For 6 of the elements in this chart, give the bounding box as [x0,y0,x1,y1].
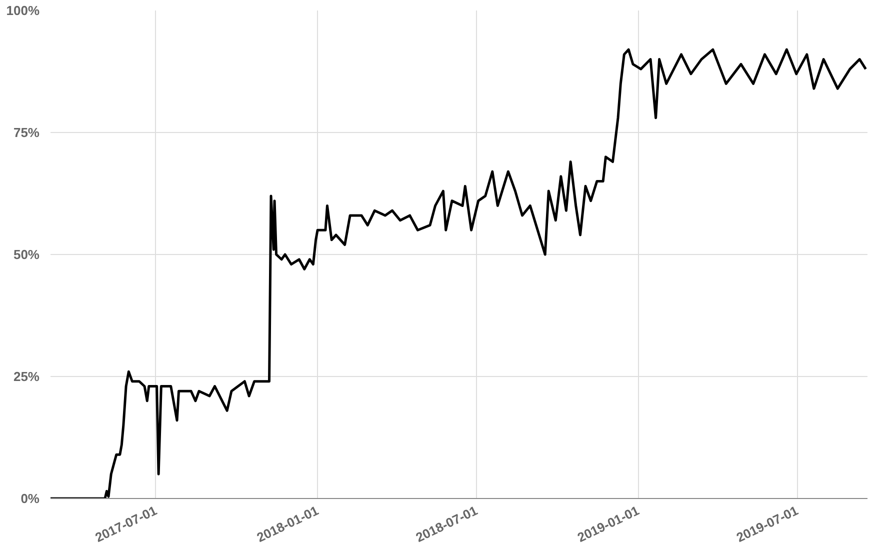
y-tick-label: 50% [13,247,40,262]
y-tick-label: 100% [6,3,40,18]
y-tick-label: 0% [20,491,40,506]
y-tick-label: 75% [13,125,40,140]
y-tick-label: 25% [13,369,40,384]
line-series [50,48,867,498]
